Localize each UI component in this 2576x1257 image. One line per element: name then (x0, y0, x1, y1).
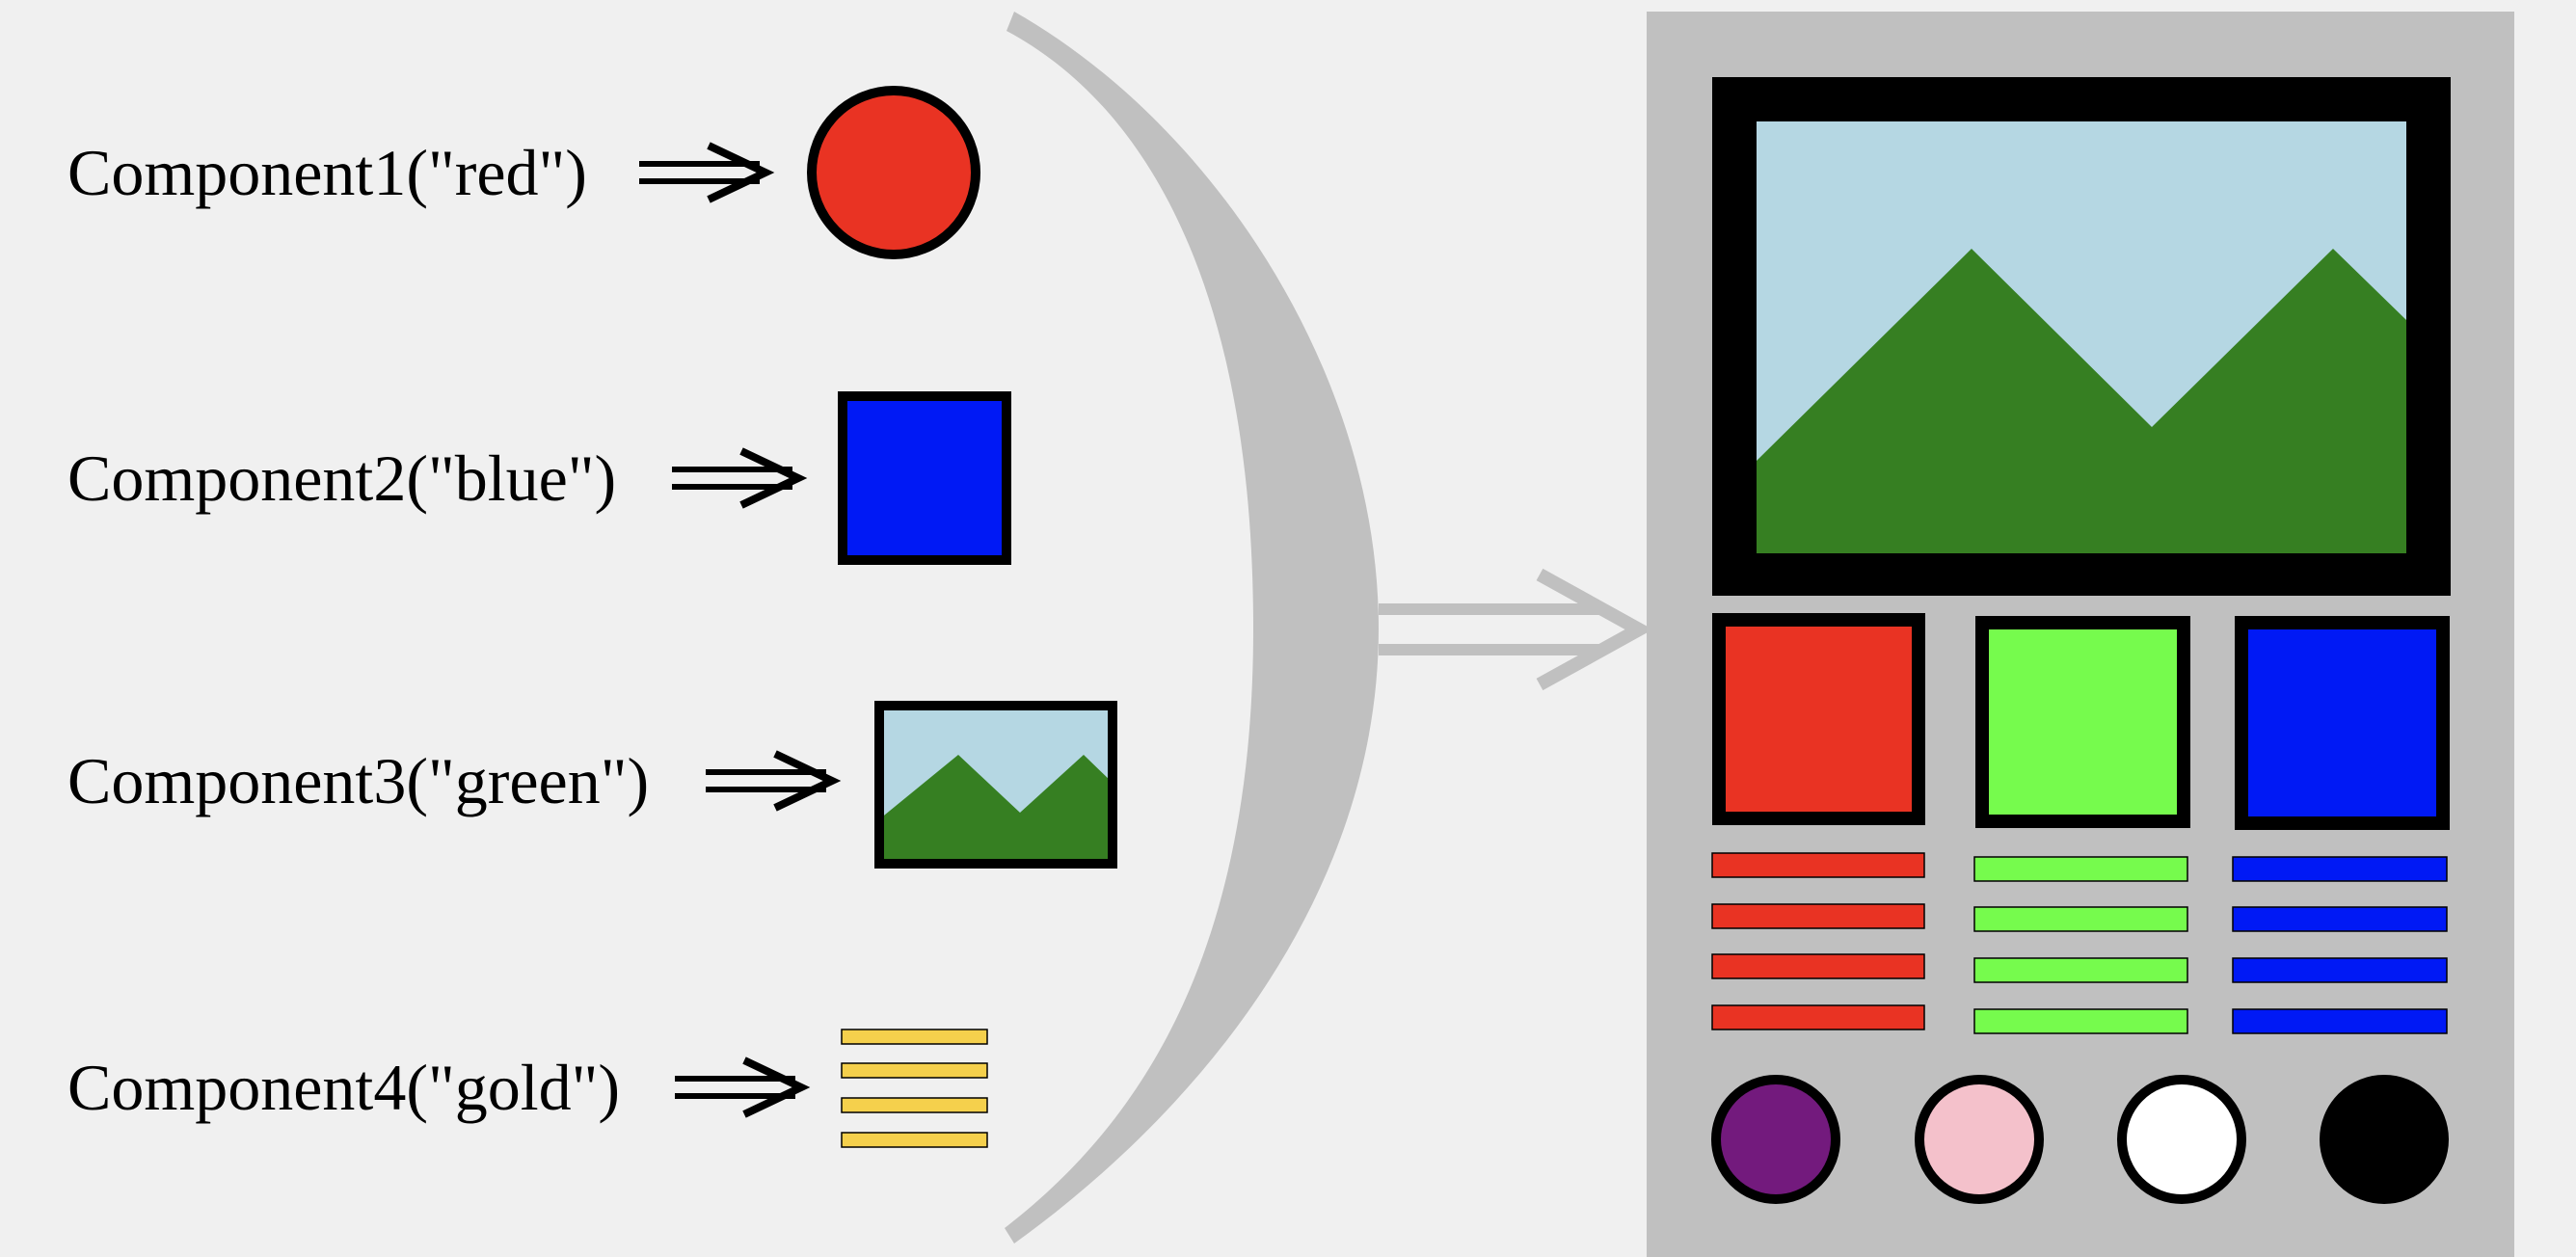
color-tiles (1712, 613, 2450, 830)
double-arrow-icon (706, 750, 842, 812)
component3-row (706, 701, 1117, 869)
composed-page-panel (1647, 12, 2514, 1257)
double-arrow-icon (639, 142, 775, 203)
component2-row (672, 391, 1011, 565)
blue-square-component (838, 391, 1011, 565)
component1-row (639, 86, 980, 259)
component2-label: Component2("blue") (67, 441, 617, 515)
component4-label: Component4("gold") (67, 1051, 621, 1124)
circle-row (1711, 1075, 2449, 1204)
component1-label: Component1("red") (67, 136, 587, 209)
red-text-lines (1711, 852, 1925, 1030)
black-circle (2320, 1075, 2449, 1204)
green-tile (1975, 616, 2190, 828)
component3-label: Component3("green") (67, 744, 650, 817)
white-circle (2117, 1075, 2246, 1204)
green-text-lines (1973, 856, 2188, 1034)
component4-row (675, 1029, 988, 1148)
image-component (874, 701, 1117, 869)
brace-shape (1005, 12, 1379, 1244)
gold-lines-component (841, 1029, 988, 1148)
blue-tile (2235, 616, 2450, 830)
double-arrow-icon (672, 447, 808, 509)
double-arrow-icon (675, 1056, 811, 1118)
result-arrow-icon (1379, 568, 1653, 691)
red-circle-component (807, 86, 980, 259)
red-tile (1712, 613, 1925, 825)
pink-circle (1915, 1075, 2044, 1204)
purple-circle (1711, 1075, 1840, 1204)
blue-text-lines (2232, 856, 2448, 1034)
hero-image (1712, 77, 2451, 596)
